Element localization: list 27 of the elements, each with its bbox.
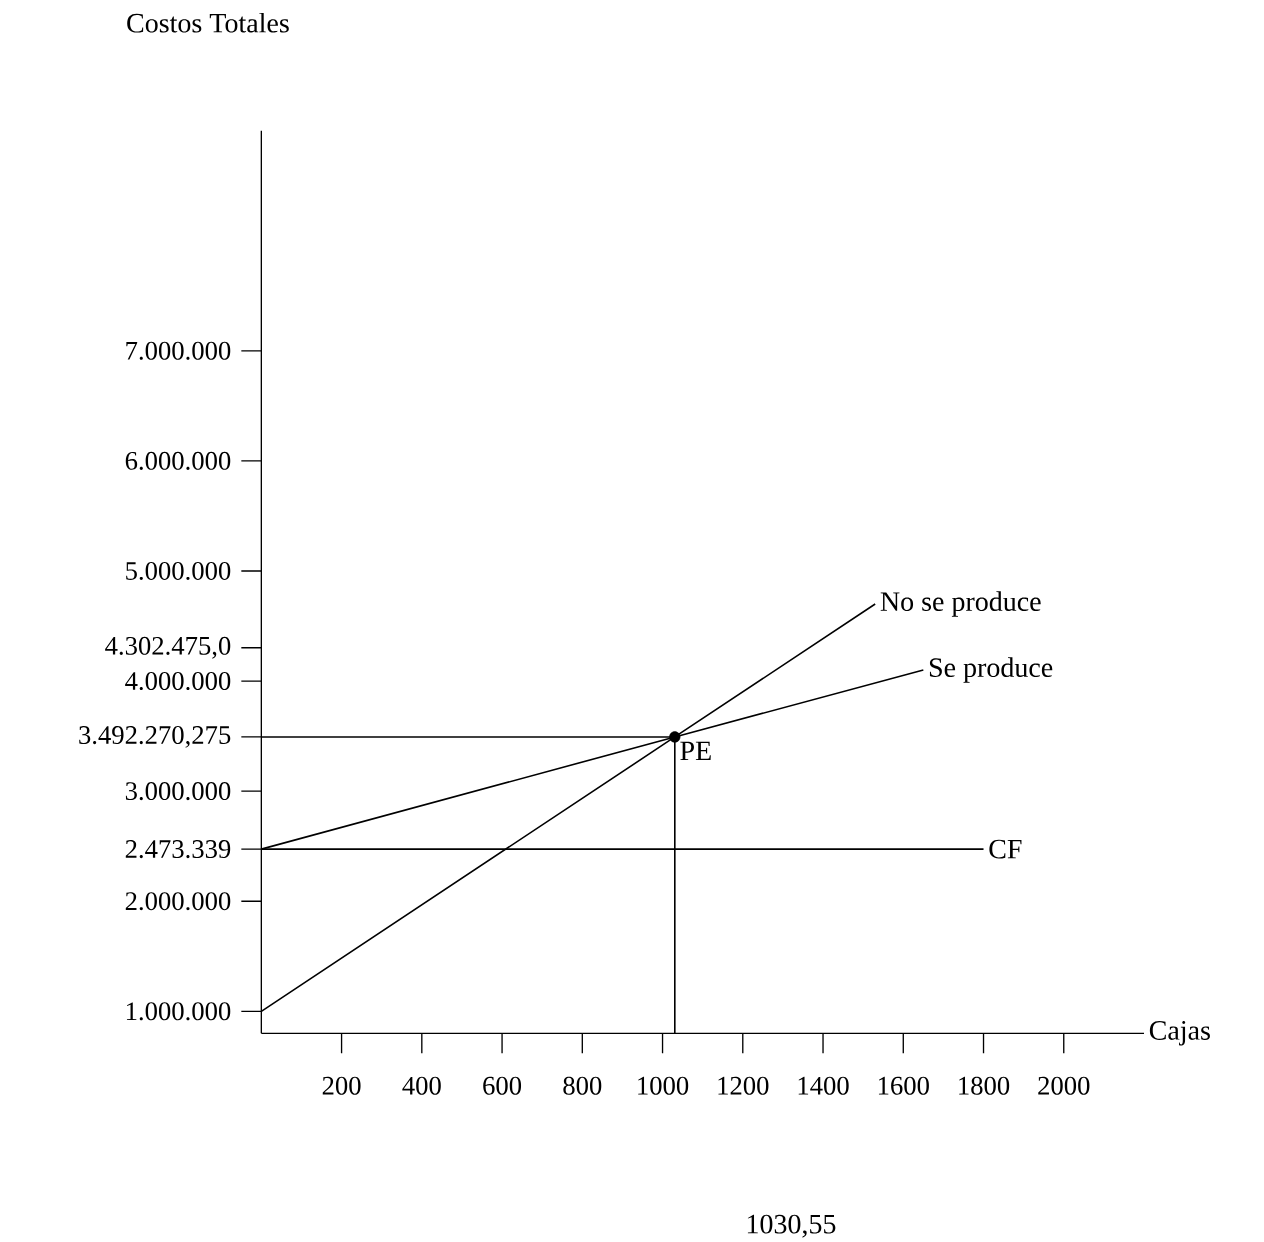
y-tick-label: 2.000.000 bbox=[125, 892, 231, 911]
y-tick-label: 7.000.000 bbox=[126, 341, 231, 360]
series-label: No se produce bbox=[880, 591, 1041, 617]
x-tick-label: 1600 bbox=[878, 1076, 929, 1095]
x-tick-label: 400 bbox=[402, 1076, 441, 1095]
x-tick-label: 1800 bbox=[959, 1076, 1010, 1095]
x-tick-label: 200 bbox=[322, 1076, 361, 1095]
y-axis-title: Costos Totales bbox=[127, 12, 289, 33]
series-label: Se produce bbox=[929, 657, 1053, 683]
x-tick-label: 2000 bbox=[1038, 1076, 1090, 1095]
annotation: PE bbox=[680, 741, 711, 760]
text: 1030,55 bbox=[747, 1214, 836, 1238]
series-label: CF bbox=[989, 839, 1022, 859]
y-tick-label: 1.000.000 bbox=[126, 1002, 231, 1021]
y-tick-label: 3.000.000 bbox=[125, 782, 231, 801]
y-tick-label: 4.000.000 bbox=[125, 671, 231, 691]
x-tick-label: 1400 bbox=[798, 1076, 849, 1095]
y-tick-label: 6.000.000 bbox=[125, 451, 231, 470]
y-tick-label: 5.000.000 bbox=[126, 561, 231, 581]
x-tick-label: 600 bbox=[483, 1076, 522, 1095]
x-tick-label: 1000 bbox=[638, 1076, 689, 1095]
y-tick-label: 3.492.270,275 bbox=[79, 726, 231, 748]
y-tick-label: 2.473.339 bbox=[125, 840, 231, 859]
x-tick-label: 800 bbox=[563, 1076, 602, 1095]
x-tick-label: 1200 bbox=[718, 1076, 769, 1095]
x-axis-title: Cajas bbox=[1149, 1021, 1210, 1046]
y-tick-label: 4.302.475,0 bbox=[105, 636, 231, 659]
